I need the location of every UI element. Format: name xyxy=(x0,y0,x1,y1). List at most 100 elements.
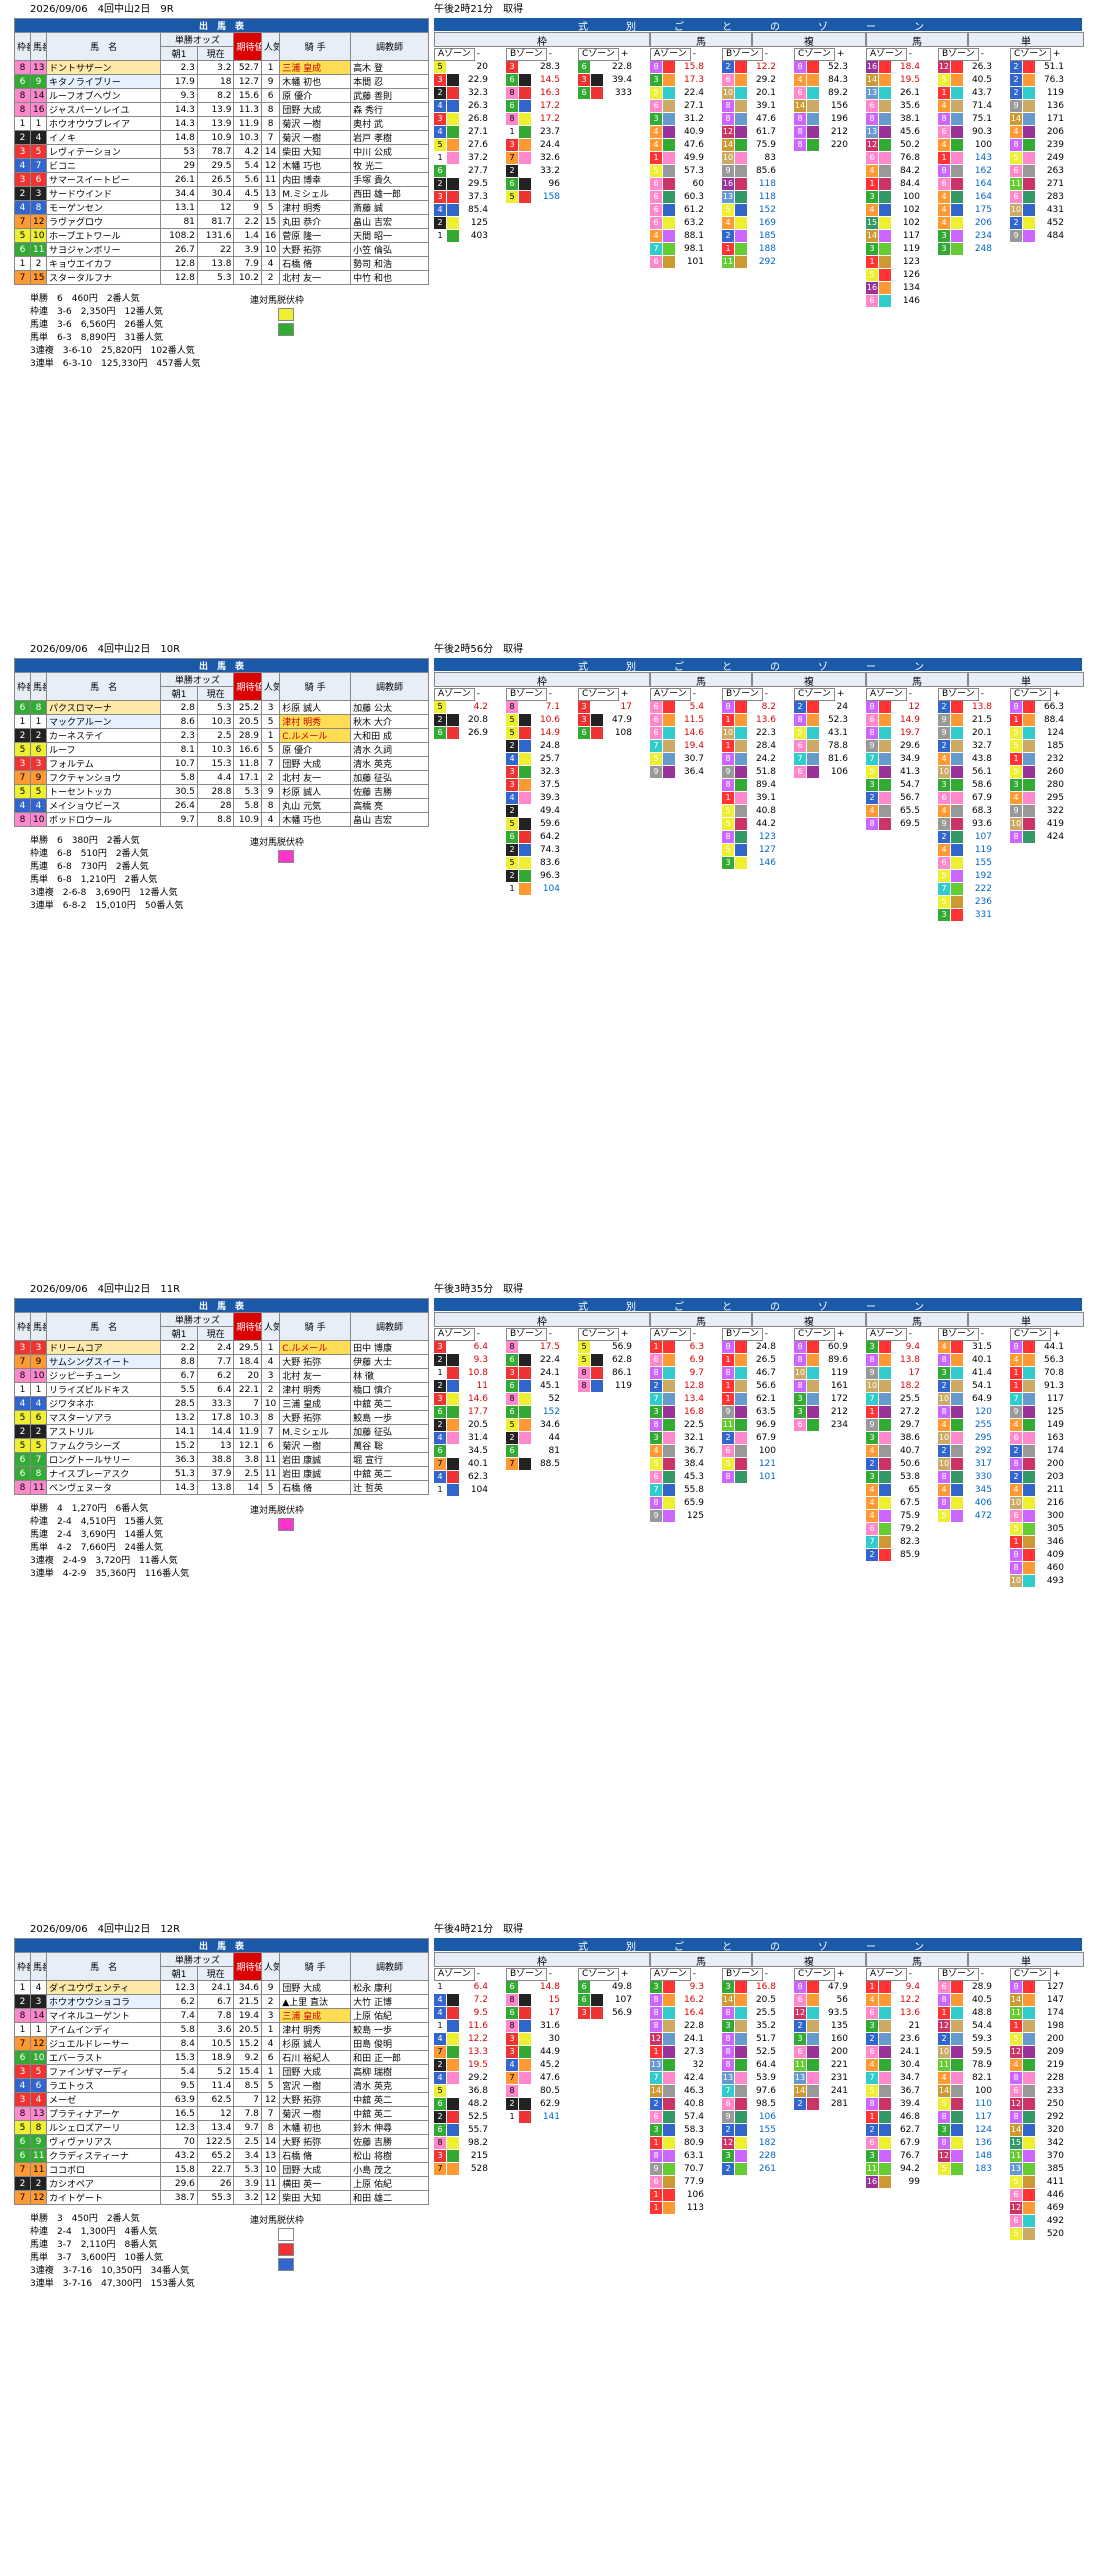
zone-value: 192 xyxy=(974,871,992,881)
table-row[interactable]: 2 4 イノキ 14.8 10.9 10.3 7 菊沢 一樹 岩戸 孝樹 xyxy=(14,130,429,145)
table-row[interactable]: 3 3 ドリームコア 2.2 2.4 29.5 1 C.ルメール 田中 博康 xyxy=(14,1340,429,1355)
table-row[interactable]: 8 13 ドントサザーン 2.3 3.2 52.7 1 三浦 皇成 高木 登 xyxy=(14,60,429,75)
table-row[interactable]: 6 8 パクスロマーナ 2.8 5.3 25.2 3 杉原 誠人 加藤 公太 xyxy=(14,700,429,715)
table-row[interactable]: 6 9 キタノライブリー 17.9 18 12.7 9 木幡 初也 本間 忍 xyxy=(14,74,429,89)
table-row[interactable]: 1 1 マックアルーン 8.6 10.3 20.5 5 津村 明秀 秋木 大介 xyxy=(14,714,429,729)
odds-now: 5.3 xyxy=(196,270,235,285)
horse-name: サードウインド xyxy=(45,186,162,201)
table-row[interactable]: 7 12 カイトゲート 38.7 55.3 3.2 12 柴田 大知 和田 雄二 xyxy=(14,2190,429,2205)
table-row[interactable]: 7 12 ジュエルドレーサー 8.4 10.5 15.2 4 杉原 誠人 田島 俊明 xyxy=(14,2036,429,2051)
table-row[interactable]: 3 3 フォルテム 10.7 15.3 11.8 7 団野 大成 清水 英克 xyxy=(14,756,429,771)
fetch-time: 午後2時56分 取得 xyxy=(434,644,524,655)
table-row[interactable]: 8 13 プラティナアーケ 16.5 12 7.8 7 菊沢 一樹 中舘 英二 xyxy=(14,2106,429,2121)
horse-name: カイトゲート xyxy=(45,2190,162,2205)
zone-value: 17 xyxy=(548,2008,560,2018)
table-row[interactable]: 5 8 ルシェロズアーリ 12.3 13.4 9.7 8 木幡 初也 鈴木 伸尋 xyxy=(14,2120,429,2135)
table-row[interactable]: 2 2 カーネステイ 2.3 2.5 28.9 1 C.ルメール 大和田 成 xyxy=(14,728,429,743)
zone-key-pair xyxy=(519,831,531,843)
table-row[interactable]: 2 2 アストリル 14.1 14.4 11.9 7 M.ミシェル 加藤 征弘 xyxy=(14,1424,429,1439)
zone-key: 2 xyxy=(1010,217,1022,229)
table-row[interactable]: 2 3 ホウオウウショコラ 6.2 6.7 21.5 2 ▲上里 直汰 大竹 正博 xyxy=(14,1994,429,2009)
zone-key: 6 xyxy=(650,100,662,112)
zone-key-pair xyxy=(807,139,819,151)
horse-number: 6 xyxy=(30,1410,47,1425)
table-row[interactable]: 4 6 ラエトゥス 9.5 11.4 8.5 5 宮沢 一樹 清水 英克 xyxy=(14,2078,429,2093)
waku-cell: 8 xyxy=(14,60,31,75)
zone-key-pair xyxy=(879,1380,891,1392)
table-row[interactable]: 8 10 ボッドロウール 9.7 8.8 10.9 4 木幡 巧也 畠山 吉宏 xyxy=(14,812,429,827)
table-row[interactable]: 6 7 ロングトールサリー 36.3 38.8 3.8 11 岩田 康誠堀 宣行 xyxy=(14,1452,429,1467)
zone-row: 1 123 xyxy=(866,256,938,269)
table-row[interactable]: 2 2 カシオペア 29.6 26 3.9 11 横田 英一 上原 佑紀 xyxy=(14,2176,429,2191)
zone-key-pair xyxy=(1023,2072,1035,2084)
table-row[interactable]: 4 8 モーゲンセン 13.1 12 9 5 津村 明秀 斎藤 誠 xyxy=(14,200,429,215)
zone-label: Aゾーン xyxy=(866,48,907,61)
zone-row: 8 38.1 xyxy=(866,113,938,126)
table-row[interactable]: 8 10 ジッピーチューン 6.7 6.2 20 3 北村 友一林 徹 xyxy=(14,1368,429,1383)
expected-value: 5.3 xyxy=(233,2162,262,2177)
jockey-name: 大野 拓弥 xyxy=(279,2134,352,2149)
table-row[interactable]: 5 6 ルーフ 8.1 10.3 16.6 5 原 優介 清水 久詞 xyxy=(14,742,429,757)
table-row[interactable]: 6 11 クラディスティーナ 43.2 65.2 3.4 13 石橋 脩松山 将樹 xyxy=(14,2148,429,2163)
table-row[interactable]: 6 9 ヴィヴァリアス 70 122.5 2.5 14 大野 拓弥 佐藤 吉勝 xyxy=(14,2134,429,2149)
zone-key-pair xyxy=(951,1981,963,1993)
table-row[interactable]: 4 4 ジワタネホ 28.5 33.3 7 10 三浦 皇成 中舘 英二 xyxy=(14,1396,429,1411)
table-row[interactable]: 7 11 ココボロ 15.8 22.7 5.3 10 団野 大成 小島 茂之 xyxy=(14,2162,429,2177)
table-row[interactable]: 1 2 キョウエイカフ 12.8 13.8 7.9 4 石橋 脩勢司 和浩 xyxy=(14,256,429,271)
table-row[interactable]: 1 4 ダイユウヴェンティ 12.3 24.1 34.6 9 団野 大成 松永 康利 xyxy=(14,1980,429,1995)
table-row[interactable]: 4 4 メイショウビース 26.4 28 5.8 8 丸山 元気 高橋 亮 xyxy=(14,798,429,813)
zone-row: 4 102 xyxy=(866,204,938,217)
trainer-name: 加藤 征弘 xyxy=(350,1424,429,1439)
table-row[interactable]: 3 6 サマースイートピー 26.1 26.5 5.6 11 内田 博幸 手塚 貴久 xyxy=(14,172,429,187)
zone-value: 56.9 xyxy=(611,1342,632,1352)
zone-key-pair xyxy=(879,269,891,281)
zone-key: 8 xyxy=(506,1393,518,1405)
table-row[interactable]: 1 1 リライズビルドキス 5.5 6.4 22.1 2 津村 明秀 橋口 慎介 xyxy=(14,1382,429,1397)
zone-key: 10 xyxy=(1010,1575,1022,1587)
zone-header: Bゾーン - xyxy=(938,1968,1010,1981)
table-row[interactable]: 6 10 エバーラスト 15.3 18.9 9.2 6 石川 裕紀人 和田 正一郎 xyxy=(14,2050,429,2065)
table-row[interactable]: 6 8 ナイスプレーアスク 51.3 37.9 2.5 11 岩田 康誠 中舘 英二 xyxy=(14,1466,429,1481)
zone-sign: - xyxy=(548,1329,552,1339)
table-row[interactable]: 8 11 ベンヴェヌータ 14.3 13.8 14 5 石橋 脩辻 哲英 xyxy=(14,1480,429,1495)
zone-row: 2 185 xyxy=(722,230,794,243)
waku-cell: 6 xyxy=(14,2148,31,2163)
table-row[interactable]: 6 11 サヨジャンボリー 26.7 22 3.9 10 大野 拓弥 小笠 倫弘 xyxy=(14,242,429,257)
zone-key-pair xyxy=(879,753,891,765)
table-row[interactable]: 5 5 ファムクラシーズ 15.2 13 12.1 6 菊沢 一樹 萬谷 聡 xyxy=(14,1438,429,1453)
zone-row: 8 22.8 xyxy=(650,2020,722,2033)
table-row[interactable]: 1 1 ホウオウウブレイア 14.3 13.9 11.9 8 菊沢 一樹 奥村 武 xyxy=(14,116,429,131)
zone-key-pair xyxy=(663,1981,675,1993)
table-row[interactable]: 2 3 サードウインド 34.4 30.4 4.5 13 M.ミシェル 西田 雄一郎 xyxy=(14,186,429,201)
table-row[interactable]: 5 10 ホーブエトワール 108.2 131.6 1.4 16 菅原 隆一 天間 昭一 xyxy=(14,228,429,243)
zone-value: 40.7 xyxy=(899,1446,920,1456)
table-row[interactable]: 7 9 フクテャンショウ 5.8 4.4 17.1 2 北村 友一 加藤 征弘 xyxy=(14,770,429,785)
table-row[interactable]: 8 14 マイネルユーゲント 7.4 7.8 19.4 3 三浦 皇成 上原 佑紀 xyxy=(14,2008,429,2023)
zone-key-pair xyxy=(1023,1419,1035,1431)
zone-key-pair xyxy=(735,740,747,752)
zone-key-pair xyxy=(807,2046,819,2058)
table-row[interactable]: 7 12 ラヴァグロウ 81 81.7 2.2 15 丸田 恭介 畠山 吉宏 xyxy=(14,214,429,229)
table-row[interactable]: 7 15 スタータルフナ 12.8 5.3 10.2 2 北村 友一 中竹 和也 xyxy=(14,270,429,285)
zone-key-pair xyxy=(807,1981,819,1993)
table-row[interactable]: 3 5 ファインザマーディ 5.4 5.2 15.4 1 団野 大成 高柳 瑞樹 xyxy=(14,2064,429,2079)
zone-key-pair xyxy=(951,2150,963,2162)
zone-value: 250 xyxy=(1046,2099,1064,2109)
expected-value: 10.9 xyxy=(233,812,262,827)
table-row[interactable]: 7 9 サムシングスイート 8.8 7.7 18.4 4 大野 拓弥 伊藤 大士 xyxy=(14,1354,429,1369)
odds-now: 122.5 xyxy=(196,2134,235,2149)
zone-key: 7 xyxy=(650,243,662,255)
table-row[interactable]: 3 5 レヴィテーション 53 78.7 4.2 14 柴田 大知 中川 公成 xyxy=(14,144,429,159)
zone-key-pair xyxy=(1023,1458,1035,1470)
table-row[interactable]: 4 7 ビコニ 29 29.5 5.4 12 木幡 巧也牧 光二 xyxy=(14,158,429,173)
table-row[interactable]: 3 4 メーゼ 63.9 62.5 7 12 大野 拓弥 中舘 英二 xyxy=(14,2092,429,2107)
table-row[interactable]: 8 16 ジャスパーソレイユ 14.3 13.9 11.3 8 団野 大成森 秀行 xyxy=(14,102,429,117)
table-row[interactable]: 8 14 ルーフオブヘヴン 9.3 8.2 15.6 6 原 優介 武藤 善則 xyxy=(14,88,429,103)
popularity: 3 xyxy=(260,1368,281,1383)
table-row[interactable]: 5 6 マスターソアラ 13.2 17.8 10.3 8 大野 拓弥 鮫島 一歩 xyxy=(14,1410,429,1425)
zone-value: 158 xyxy=(542,192,560,202)
zone-key: 3 xyxy=(866,779,878,791)
table-row[interactable]: 1 1 アイムインディ 5.8 3.6 20.5 1 津村 明秀 鮫島 一歩 xyxy=(14,2022,429,2037)
zone-sub-umatan: 馬 xyxy=(866,32,968,48)
table-row[interactable]: 5 5 トーセントッカ 30.5 28.8 5.3 9 杉原 誠人 佐藤 吉勝 xyxy=(14,784,429,799)
